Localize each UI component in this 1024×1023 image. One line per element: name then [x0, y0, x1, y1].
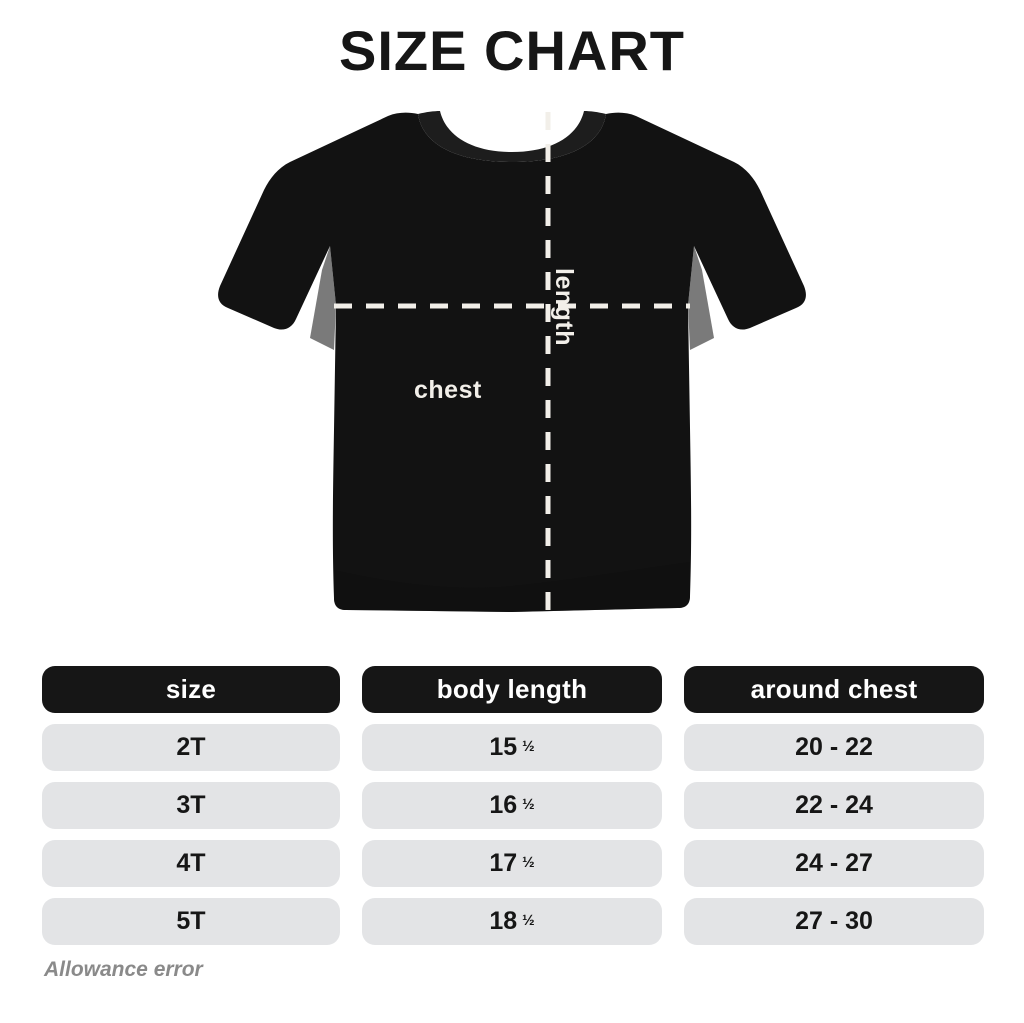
- body-length-whole: 17: [489, 849, 518, 877]
- body-length-whole: 16: [489, 791, 518, 819]
- tshirt-svg: [218, 111, 806, 613]
- allowance-error-note: Allowance error: [44, 958, 203, 981]
- cell-size: 2T: [42, 724, 340, 771]
- chest-label: chest: [414, 376, 482, 404]
- body-length-fraction: ½: [522, 912, 535, 929]
- body-length-fraction: ½: [522, 796, 535, 813]
- cell-size: 4T: [42, 840, 340, 887]
- cell-body-length: 18 ½: [362, 898, 662, 945]
- tshirt-illustration: chest length: [0, 100, 1024, 640]
- cell-size: 3T: [42, 782, 340, 829]
- length-label: length: [550, 268, 578, 346]
- cell-body-length: 15 ½: [362, 724, 662, 771]
- body-length-whole: 15: [489, 733, 518, 761]
- column-header-body-length: body length: [362, 666, 662, 713]
- tshirt-sleeve-shade-right: [688, 246, 714, 350]
- body-length-fraction: ½: [522, 738, 535, 755]
- cell-around-chest: 20 - 22: [684, 724, 984, 771]
- body-length-whole: 18: [489, 907, 518, 935]
- body-length-fraction: ½: [522, 854, 535, 871]
- tshirt-sleeve-shade-left: [310, 246, 336, 350]
- cell-around-chest: 27 - 30: [684, 898, 984, 945]
- column-header-around-chest: around chest: [684, 666, 984, 713]
- table-row: 3T 16 ½ 22 - 24: [42, 782, 984, 829]
- cell-body-length: 16 ½: [362, 782, 662, 829]
- cell-around-chest: 24 - 27: [684, 840, 984, 887]
- table-row: 4T 17 ½ 24 - 27: [42, 840, 984, 887]
- size-table: size body length around chest 2T 15 ½ 20 …: [42, 666, 984, 956]
- page-title: SIZE CHART: [339, 19, 685, 82]
- tshirt-hem-shade: [334, 562, 690, 612]
- table-row: 2T 15 ½ 20 - 22: [42, 724, 984, 771]
- cell-size: 5T: [42, 898, 340, 945]
- tshirt-collar: [418, 111, 606, 162]
- cell-body-length: 17 ½: [362, 840, 662, 887]
- cell-around-chest: 22 - 24: [684, 782, 984, 829]
- column-header-size: size: [42, 666, 340, 713]
- table-header-row: size body length around chest: [42, 666, 984, 713]
- tshirt-shape: [218, 112, 806, 613]
- table-row: 5T 18 ½ 27 - 30: [42, 898, 984, 945]
